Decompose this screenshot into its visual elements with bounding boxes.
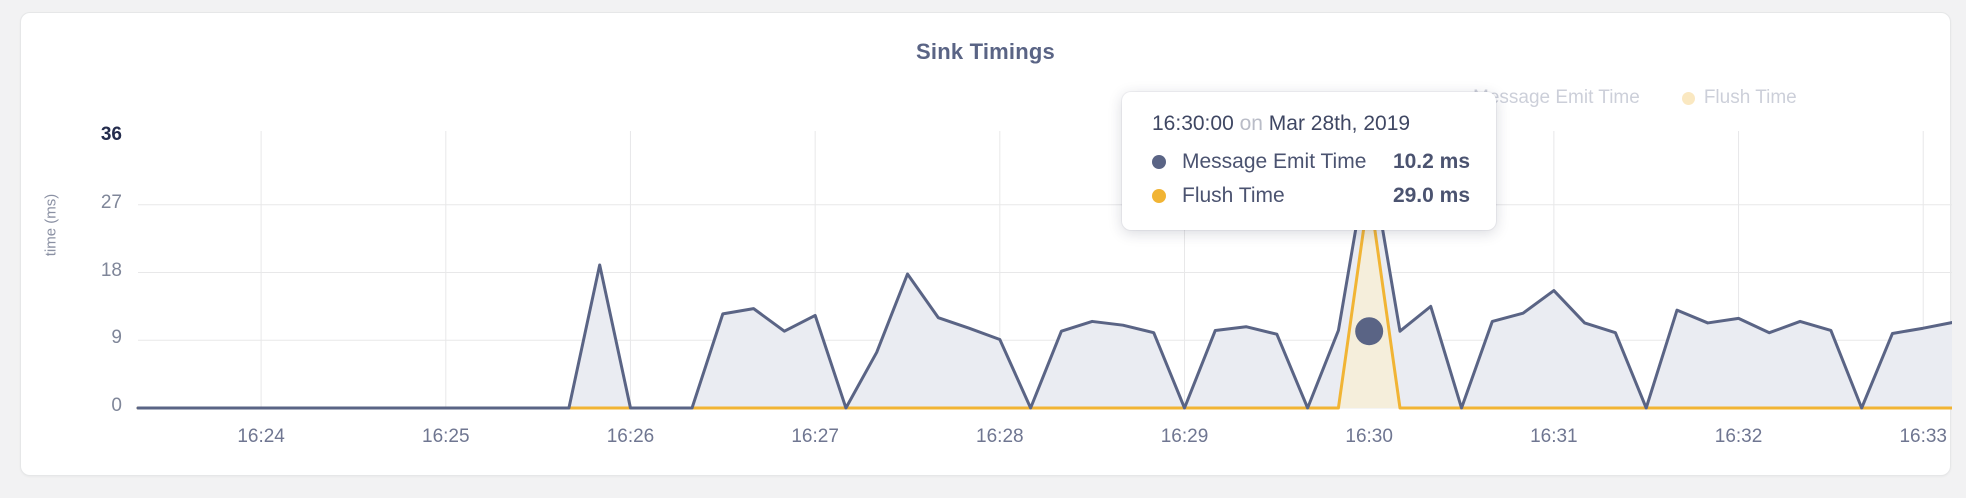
series-dot-icon: [1152, 189, 1166, 203]
legend-item-flush-time[interactable]: Flush Time: [1681, 87, 1797, 109]
legend-dot-icon: [1681, 91, 1695, 105]
tooltip-header: 16:30:00 on Mar 28th, 2019: [1152, 112, 1470, 136]
y-axis-tick: 27: [100, 191, 122, 213]
x-axis-tick: 16:31: [1530, 426, 1578, 447]
tooltip-series-label: Flush Time: [1182, 184, 1285, 207]
x-axis-tick: 16:32: [1714, 426, 1763, 447]
x-axis-tick: 16:28: [976, 426, 1024, 447]
chart-svg[interactable]: [21, 13, 1952, 477]
legend-label: Flush Time: [1703, 87, 1797, 108]
y-axis-tick: 18: [100, 259, 122, 281]
tooltip-row: Flush Time 29.0 ms: [1152, 184, 1470, 208]
chart-card: Sink Timings time (ms) 36 27 18 9 0 16:24 16:2…: [20, 12, 1952, 477]
x-axis-tick: 16:29: [1160, 426, 1209, 447]
tooltip-on-word: on: [1239, 112, 1263, 135]
y-axis-tick: 36: [100, 124, 122, 145]
tooltip-time: 16:30:00: [1152, 112, 1234, 135]
chart-tooltip: 16:30:00 on Mar 28th, 2019 Message Emit …: [1122, 92, 1496, 230]
chart-legend: Message Emit Time Flush Time: [1451, 87, 1797, 109]
tooltip-date: Mar 28th, 2019: [1268, 112, 1411, 135]
legend-label: Message Emit Time: [1473, 87, 1640, 108]
tooltip-series-label: Message Emit Time: [1182, 150, 1367, 173]
x-axis-tick: 16:24: [237, 426, 285, 447]
chart-plot-area[interactable]: time (ms) 36 27 18 9 0 16:24 16:25 16:26 16:27 16…: [21, 13, 1952, 477]
y-axis-tick: 0: [111, 395, 122, 416]
x-axis-tick: 16:27: [791, 426, 839, 447]
tooltip-series-value: 29.0 ms: [1392, 184, 1470, 207]
x-axis-tick: 16:30: [1345, 426, 1393, 447]
y-axis-tick: 9: [111, 327, 122, 349]
x-axis-tick: 16:25: [422, 426, 470, 447]
tooltip-row: Message Emit Time 10.2 ms: [1152, 150, 1470, 174]
tooltip-series-value: 10.2 ms: [1392, 150, 1470, 173]
series-dot-icon: [1152, 155, 1166, 169]
x-axis-tick: 16:26: [606, 426, 655, 447]
x-axis-tick: 16:33: [1899, 426, 1947, 447]
page-title: Sink Timings: [916, 39, 1055, 64]
